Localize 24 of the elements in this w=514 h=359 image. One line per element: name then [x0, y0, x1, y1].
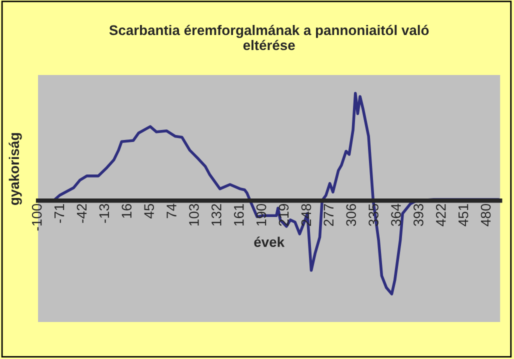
x-tick-label: 277	[324, 204, 334, 226]
y-axis-title: gyakoriság	[8, 133, 22, 205]
x-tick-label: 480	[480, 204, 491, 226]
x-tick-label: 422	[436, 204, 446, 226]
x-tick-label: 45	[144, 204, 154, 219]
x-tick-label: -100	[32, 204, 42, 231]
chart-title: Scarbantia éremforgalmának a pannoniaitól való eltérése	[109, 24, 429, 50]
x-tick-label: 248	[301, 204, 312, 226]
x-tick-label: -42	[76, 204, 87, 223]
x-tick-label: -71	[54, 204, 64, 223]
x-tick-label: 16	[122, 204, 132, 218]
x-axis-title: évek	[254, 236, 285, 247]
x-tick-label: 161	[234, 204, 244, 226]
x-tick-label: 306	[346, 204, 356, 226]
x-tick-label: 190	[256, 204, 266, 226]
x-tick-label: -13	[99, 204, 110, 223]
x-tick-label: 364	[391, 204, 401, 226]
x-tick-label: 74	[166, 204, 176, 218]
x-tick-label: 219	[278, 204, 289, 226]
x-tick-label: 103	[189, 204, 199, 226]
x-tick-label: 451	[458, 204, 468, 226]
x-tick-label: 393	[414, 204, 424, 226]
x-tick-label: 132	[212, 204, 222, 226]
x-tick-label: 335	[368, 204, 378, 226]
